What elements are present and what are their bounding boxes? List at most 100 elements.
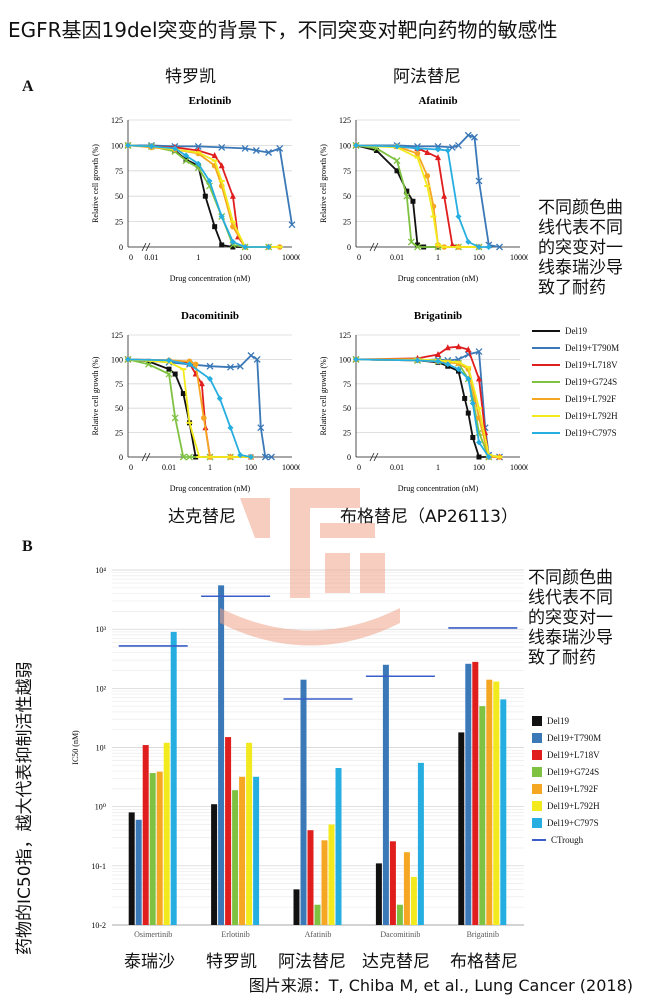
legend-swatch — [532, 380, 560, 383]
erlotinib-del19-c797s-point — [125, 142, 131, 149]
legend-swatch — [532, 715, 542, 726]
erlotinib-del19-c797s-point — [183, 152, 190, 159]
dacomitinib-del19-t790m-point — [257, 424, 265, 432]
bar-ytick-label: 10⁴ — [95, 566, 106, 575]
legend-label: Del19 — [547, 715, 569, 726]
bar-ylabel: IC50 (nM) — [71, 730, 80, 765]
bar-dacomitinib-del19-t790m — [382, 664, 389, 925]
erlotinib-del19-c797s-point — [218, 213, 225, 220]
afatinib-xtick-label: 0 — [357, 253, 361, 262]
osimertinib-cn-label: 泰瑞沙 — [124, 952, 175, 972]
legend-item-del19-c797s: Del19+C797S — [532, 424, 619, 441]
bar-ytick-label: 10-1 — [91, 862, 106, 871]
bar-dacomitinib-del19 — [375, 863, 382, 925]
legend-item-del19: Del19 — [532, 712, 601, 729]
brigatinib-chart: Brigatinib 0 25 50 75 100 125 0 0.01 1 100 10000 Dru… — [319, 310, 528, 493]
bar-afatinib-del19 — [293, 889, 300, 925]
dacomitinib-xtick-label: 0.01 — [162, 463, 176, 472]
bar-afatinib-del19-l792f — [321, 840, 328, 925]
brigatinib-del19-c797s-point — [469, 400, 476, 407]
erlotinib-del19-g724s-point — [182, 157, 190, 165]
brigatinib-del19-t790m-point — [475, 348, 483, 356]
erlotinib-del19-point — [230, 244, 236, 250]
afatinib-del19-g724s-point — [403, 192, 411, 200]
erlotinib-del19-t790m-point — [288, 221, 296, 229]
brigatinib-del19-c797s-point — [465, 375, 472, 382]
legend-a: Del19 Del19+T790M Del19+L718V Del19+G724S De… — [532, 322, 619, 441]
bar-brigatinib-del19 — [458, 732, 465, 925]
afatinib-del19-g724s-point — [393, 157, 401, 165]
dacomitinib-del19-c797s-point — [216, 395, 223, 402]
dacomitinib-del19-c797s-point — [237, 452, 244, 459]
erlotinib-del19-t790m-point — [265, 149, 273, 156]
afatinib-del19-point — [404, 188, 410, 194]
bar-category-label: Brigatinib — [467, 930, 499, 939]
bar-brigatinib-del19-l792f — [486, 679, 493, 925]
erlotinib-del19-t790m-line — [128, 144, 293, 225]
afatinib-ytick-label: 75 — [343, 167, 351, 176]
legend-label: CTrough — [551, 834, 584, 845]
watermark-stroke-5 — [360, 553, 385, 593]
legend-item-del19-g724s: Del19+G724S — [532, 373, 619, 390]
legend-label: Del19+T790M — [547, 732, 602, 743]
legend-label: Del19+L792F — [565, 393, 617, 404]
legend-label: Del19+L792F — [547, 783, 599, 794]
legend-item-del19-t790m: Del19+T790M — [532, 339, 619, 356]
dacomitinib-ylabel: Relative cell growth (%) — [91, 356, 100, 435]
dacomitinib-del19-g724s-point — [145, 360, 152, 368]
afatinib-del19-l718v-point — [441, 192, 448, 199]
brigatinib-xtick-label: 0 — [357, 463, 361, 472]
bar-dacomitinib-del19-l792f — [403, 852, 410, 925]
erlotinib-del19-t790m-point — [218, 143, 226, 151]
dacomitinib-ytick-label: 100 — [111, 355, 123, 364]
erlotinib-cn-title: 特罗凯 — [165, 67, 216, 87]
bar-osimertinib-del19-l792f — [156, 771, 163, 925]
erlotinib-chart: Erlotinib 0 25 50 75 100 125 0 0.01 1 100 10000 Drug… — [91, 95, 300, 283]
bar-ytick-label: 10-2 — [91, 921, 106, 930]
bar-afatinib-del19-l718v — [307, 830, 314, 925]
afatinib-ytick-label: 125 — [339, 116, 351, 125]
afatinib-chart: Afatinib 0 25 50 75 100 125 0 0.01 1 100 10000 Drug … — [319, 95, 528, 283]
afatinib-del19-c797s-point — [485, 244, 492, 250]
bar-erlotinib-del19-t790m — [218, 585, 225, 925]
erlotinib-xtick-label: 0.01 — [144, 253, 158, 262]
legend-label: Del19+C797S — [547, 817, 599, 828]
legend-label: Del19+L792H — [547, 800, 600, 811]
legend-label: Del19+C797S — [565, 427, 617, 438]
afatinib-del19-c797s-point — [414, 145, 421, 152]
afatinib-del19-c797s-point — [394, 143, 400, 150]
erlotinib-del19-c797s-point — [229, 238, 236, 245]
dacomitinib-del19-c797s-point — [186, 361, 193, 368]
erlotinib-del19-t790m-point — [241, 144, 249, 152]
dacomitinib-ytick-label: 25 — [115, 429, 123, 438]
afatinib-del19-c797s-point — [476, 244, 482, 250]
legend-swatch — [532, 329, 560, 332]
erlotinib-xtick-label: 10000 — [282, 253, 300, 262]
erlotinib-del19-c797s-point — [206, 177, 213, 184]
brigatinib-del19-c797s-point — [455, 366, 462, 373]
brigatinib-cn-title: 布格替尼（AP26113） — [340, 507, 518, 527]
bar-erlotinib-del19-l792h — [246, 742, 253, 925]
erlotinib-del19-c797s-point — [171, 145, 178, 152]
dacomitinib-ytick-label: 0 — [119, 453, 123, 462]
erlotinib-xtick-label: 100 — [239, 253, 251, 262]
dacomitinib-del19-c797s-point — [207, 375, 213, 382]
erlotinib-del19-l718v-point — [229, 192, 236, 199]
legend-item-del19-g724s: Del19+G724S — [532, 763, 601, 780]
brigatinib-del19-c797s-point — [476, 439, 482, 446]
legend-item-del19-l792h: Del19+L792H — [532, 407, 619, 424]
legend-label: Del19+G724S — [565, 376, 618, 387]
brigatinib-del19-l718v-point — [455, 343, 462, 350]
bar-erlotinib-del19-g724s — [232, 790, 239, 925]
erlotinib-xlabel: Drug concentration (nM) — [170, 274, 251, 283]
dacomitinib-xtick-label: 100 — [245, 463, 257, 472]
afatinib-del19-l718v-point — [424, 149, 431, 156]
bar-dacomitinib-del19-l718v — [389, 841, 396, 925]
afatinib-del19-c797s-point — [353, 142, 359, 149]
dacomitinib-del19-point — [180, 391, 186, 397]
dacomitinib-del19-l718v-point — [198, 380, 205, 387]
watermark-stroke-1 — [240, 498, 270, 538]
legend-item-ctrough: CTrough — [532, 831, 601, 848]
erlotinib-del19-t790m-point — [194, 142, 202, 150]
panel-b-label: B — [22, 538, 33, 555]
